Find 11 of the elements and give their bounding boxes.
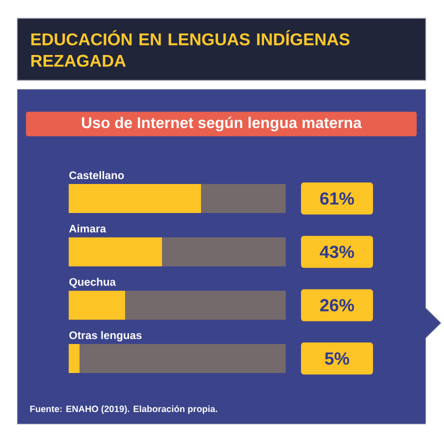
y-tick-label: Quechua: [69, 278, 116, 288]
y-tick-label: Castellano: [69, 171, 124, 180]
y-tick-label: Otras lenguas: [69, 331, 142, 342]
data-label: 43%: [320, 246, 354, 258]
data-label: 26%: [320, 299, 354, 312]
source-note: Fuente: ENAHO (2019). Elaboración propia.: [30, 405, 218, 414]
y-tick-label: Aimara: [69, 224, 106, 232]
chart-title: EDUCACIÓN EN LENGUAS INDÍGENAS REZAGADA: [31, 30, 350, 67]
chart-subtitle: Uso de Internet según lengua materna: [82, 116, 362, 132]
data-label: 5%: [324, 352, 350, 365]
data-label: 61%: [320, 192, 354, 205]
